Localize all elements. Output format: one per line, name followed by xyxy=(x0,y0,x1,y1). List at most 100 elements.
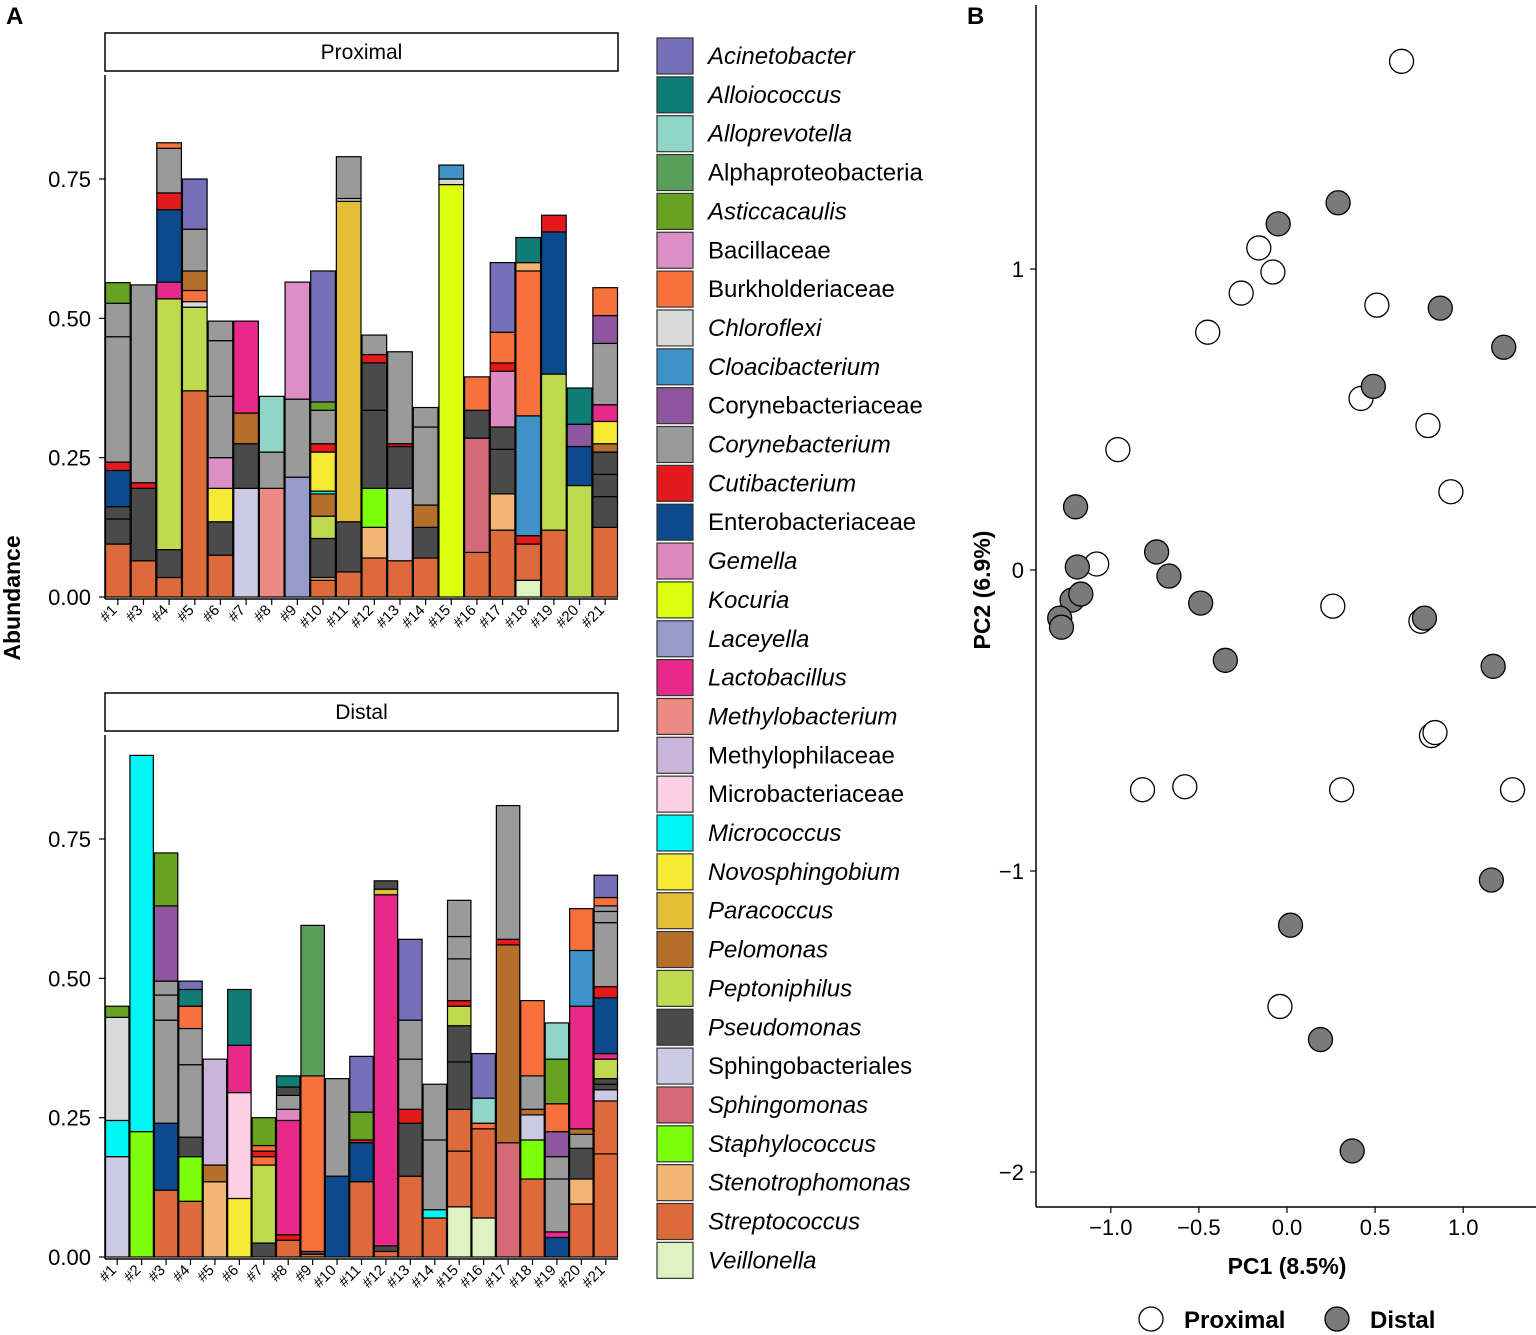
legend-swatch xyxy=(656,1202,694,1241)
legend-swatch xyxy=(656,775,694,813)
legend-label: Novosphingobium xyxy=(708,859,900,886)
bar-segment-peptoniphilus xyxy=(446,1005,472,1027)
pca-point-proximal xyxy=(1499,777,1526,803)
legend-swatch xyxy=(656,736,694,774)
bar-segment-corynebacterium xyxy=(569,1133,594,1149)
bar-segment-corynebacterium xyxy=(153,1019,179,1124)
bar-segment-pelomonas xyxy=(202,1164,228,1183)
x-tick-label: #8 xyxy=(267,1262,291,1286)
bar-segment-lactobacillus xyxy=(233,320,259,414)
bar-segment-streptococcus xyxy=(593,1100,619,1155)
bar-segment-pelomonas xyxy=(310,493,336,517)
bar-segment-streptococcus xyxy=(446,1108,472,1152)
bar-segment-corynebacteriaceae xyxy=(592,314,619,345)
bar-segment-corynebacterium xyxy=(544,1178,570,1233)
bar-segment-alloiococcus xyxy=(515,236,542,264)
bar-segment-pelomonas xyxy=(520,1108,545,1116)
bar-segment-pseudomonas xyxy=(361,409,388,489)
bar-segment-corynebacterium xyxy=(398,1058,423,1110)
pca-point-proximal xyxy=(1364,292,1390,318)
legend-swatch xyxy=(656,153,694,192)
bar-segment-corynebacterium xyxy=(156,147,183,194)
x-tick-label: #7 xyxy=(225,602,249,626)
legend-label: Methylobacterium xyxy=(708,703,897,730)
bar-segment-cutibacterium xyxy=(130,482,157,489)
x-tick-label: #17 xyxy=(476,602,506,632)
legend-swatch xyxy=(656,853,694,891)
bar-segment-enterobacteriaceae xyxy=(349,1142,374,1183)
bar-segment-staphylococcus xyxy=(361,487,388,528)
legend-swatch xyxy=(656,37,694,75)
bar-segment-corynebacterium xyxy=(153,980,179,996)
bar-segment-asticcacaulis xyxy=(251,1117,277,1147)
bar-segment-corynebacterium xyxy=(178,1027,203,1066)
bar-segment-peptoniphilus xyxy=(566,484,593,598)
pca-point-proximal xyxy=(1129,777,1156,803)
bar-segment-pseudomonas xyxy=(593,1078,619,1085)
bar-segment-corynebacterium xyxy=(284,398,311,478)
x-tick-label: #19 xyxy=(527,602,557,632)
bar-segment-enterobacteriaceae xyxy=(593,997,619,1055)
legend-swatch xyxy=(656,231,694,269)
bar-segment-novosphingobium xyxy=(592,420,619,445)
pca-point-proximal xyxy=(1415,412,1441,439)
bar-segment-pseudomonas xyxy=(489,448,516,495)
bar-segment-pseudomonas xyxy=(446,1061,472,1110)
bar-segment-corynebacterium xyxy=(207,340,234,397)
bar-segment-enterobacteriaceae xyxy=(324,1175,350,1258)
legend-swatch xyxy=(656,620,694,658)
bar-segment-burkholderiaceae xyxy=(464,376,490,411)
bar-segment-acinetobacter xyxy=(181,178,208,230)
bar-segment-asticcacaulis xyxy=(104,282,131,304)
bar-segment-corynebacteriaceae xyxy=(153,905,179,982)
bar-segment-streptococcus xyxy=(178,1200,203,1258)
bar-segment-cloacibacterium xyxy=(515,415,542,537)
pca-legend-distal-label: Distal xyxy=(1370,1307,1435,1334)
bar-segment-alloprevotella xyxy=(471,1097,496,1124)
bar-segment-micrococcus xyxy=(422,1209,448,1219)
bar-segment-streptococcus xyxy=(422,1217,448,1258)
bar-segment-enterobacteriaceae xyxy=(540,231,567,375)
bar-segment-pseudomonas xyxy=(251,1242,277,1258)
bar-segment-streptococcus xyxy=(153,1189,179,1258)
x-tick-label: #5 xyxy=(174,602,198,626)
bar-segment-pseudomonas xyxy=(569,1147,594,1180)
bar-segment-pelomonas xyxy=(592,443,619,453)
bar-segment-laceyella xyxy=(284,476,311,598)
bar-segment-streptococcus xyxy=(181,390,208,598)
bar-segment-lactobacillus xyxy=(592,404,619,423)
bar-segment-pseudomonas xyxy=(130,487,157,562)
x-tick-label: #12 xyxy=(359,1262,389,1292)
x-tick-label: #19 xyxy=(530,1262,560,1292)
x-tick-label: #16 xyxy=(450,602,480,632)
bar-segment-corynebacterium xyxy=(258,451,285,489)
legend-swatch xyxy=(656,1008,694,1046)
pca-point-proximal xyxy=(1260,259,1286,285)
bar-segment-enterobacteriaceae xyxy=(544,1236,570,1258)
pca-point-proximal xyxy=(1422,719,1448,746)
legend-label: Peptoniphilus xyxy=(708,975,852,1002)
bar-segment-pseudomonas xyxy=(233,443,259,489)
y-tick-label: 0.75 xyxy=(48,167,91,192)
pca-point-distal xyxy=(1325,190,1351,216)
bar-segment-corynebacterium xyxy=(361,334,388,356)
bar-segment-bacillaceae xyxy=(207,457,234,489)
facet-title: Proximal xyxy=(321,41,403,64)
bar-segment-micrococcus xyxy=(104,1119,130,1158)
bar-segment-burkholderiaceae xyxy=(544,1103,570,1133)
bar-segment-veillonella xyxy=(515,579,542,598)
pca-point-distal xyxy=(1427,295,1453,321)
bar-segment-chloroflexi xyxy=(438,178,465,186)
bar-segment-cloacibacterium xyxy=(569,949,594,1007)
bar-segment-enterobacteriaceae xyxy=(156,209,183,283)
bar-segment-cutibacterium xyxy=(540,214,567,233)
x-tick-label: #4 xyxy=(170,1262,194,1286)
bar-segment-burkholderiaceae xyxy=(520,1000,545,1077)
pca-point-proximal xyxy=(1388,48,1415,74)
pca-y-tick-label: 1 xyxy=(1012,257,1024,282)
pca-point-distal xyxy=(1064,554,1090,580)
bar-segment-acinetobacter xyxy=(593,874,619,899)
bar-segment-pseudomonas xyxy=(373,1245,399,1253)
bar-segment-corynebacterium xyxy=(153,994,179,1021)
legend-swatch xyxy=(656,697,694,736)
